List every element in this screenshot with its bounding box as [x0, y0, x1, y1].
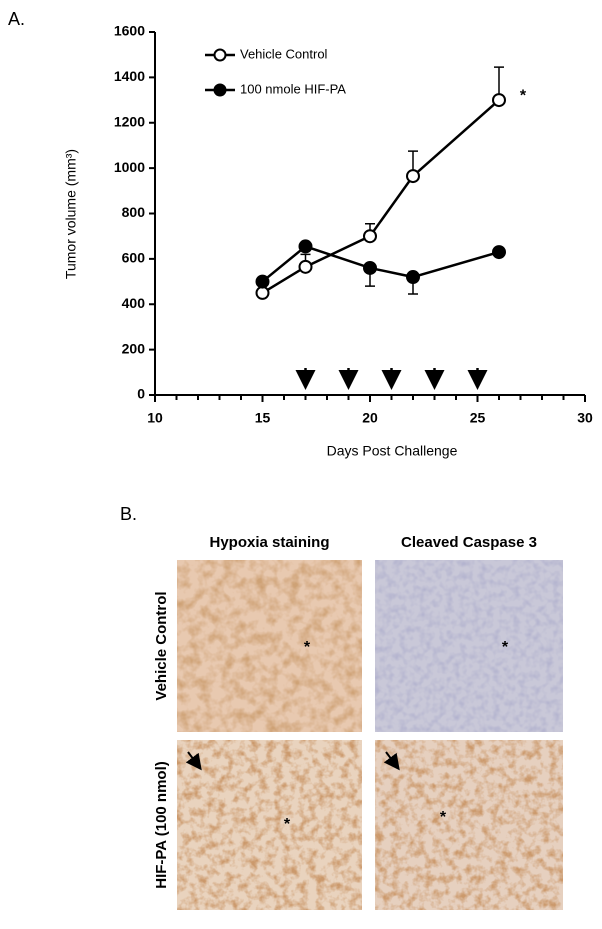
- column-header: Hypoxia staining: [209, 534, 329, 551]
- series-line: [261, 99, 500, 294]
- data-point: [298, 259, 313, 274]
- data-point: [406, 169, 420, 184]
- annotation: *: [520, 87, 527, 104]
- y-tick-label: 200: [122, 340, 146, 356]
- x-tick-label: 15: [255, 410, 271, 426]
- y-tick-label: 800: [122, 204, 146, 220]
- x-tick-label: 30: [577, 410, 593, 426]
- y-tick-label: 600: [122, 250, 146, 266]
- panel-b: Hypoxia staining Cleaved Caspase 3 Vehicle…: [153, 534, 563, 910]
- x-tick-label: 10: [147, 410, 163, 426]
- micrograph-texture: [177, 740, 362, 910]
- data-point: [492, 245, 506, 260]
- image-arrow: [383, 751, 400, 771]
- panel-label: B.: [120, 504, 137, 524]
- y-tick-label: 1000: [114, 159, 145, 175]
- data-point: [363, 260, 377, 275]
- legend-marker: [213, 48, 227, 62]
- row-header: HIF-PA (100 nmol): [153, 761, 170, 889]
- micrograph-texture: [375, 560, 563, 732]
- image-annotation: *: [440, 809, 447, 826]
- panel-label: A.: [8, 9, 25, 29]
- y-axis-label: Tumor volume (mm³): [63, 149, 79, 279]
- data-point: [298, 239, 313, 254]
- x-axis-label: Days Post Challenge: [327, 443, 458, 459]
- micrograph-texture: [177, 560, 362, 732]
- data-point: [255, 285, 270, 300]
- y-tick-label: 0: [137, 386, 145, 402]
- legend-label: Vehicle Control: [240, 46, 328, 61]
- row-header: Vehicle Control: [153, 591, 170, 700]
- column-header: Cleaved Caspase 3: [401, 534, 537, 551]
- image-annotation: *: [284, 816, 291, 833]
- series-line: [261, 244, 500, 283]
- data-point: [255, 274, 270, 289]
- data-point: [492, 93, 506, 108]
- image-annotation: *: [304, 639, 311, 656]
- image-arrow: [185, 751, 202, 771]
- y-tick-label: 1600: [114, 23, 145, 39]
- y-tick-label: 400: [122, 295, 146, 311]
- y-tick-label: 1200: [114, 113, 145, 129]
- y-tick-label: 1400: [114, 68, 145, 84]
- image-annotation: *: [502, 639, 509, 656]
- legend-label: 100 nmole HIF-PA: [240, 81, 346, 96]
- x-tick-label: 20: [362, 410, 378, 426]
- data-point: [406, 270, 420, 285]
- x-tick-label: 25: [470, 410, 486, 426]
- data-point: [363, 229, 377, 244]
- micrograph-texture: [375, 740, 563, 910]
- legend-marker: [213, 83, 227, 97]
